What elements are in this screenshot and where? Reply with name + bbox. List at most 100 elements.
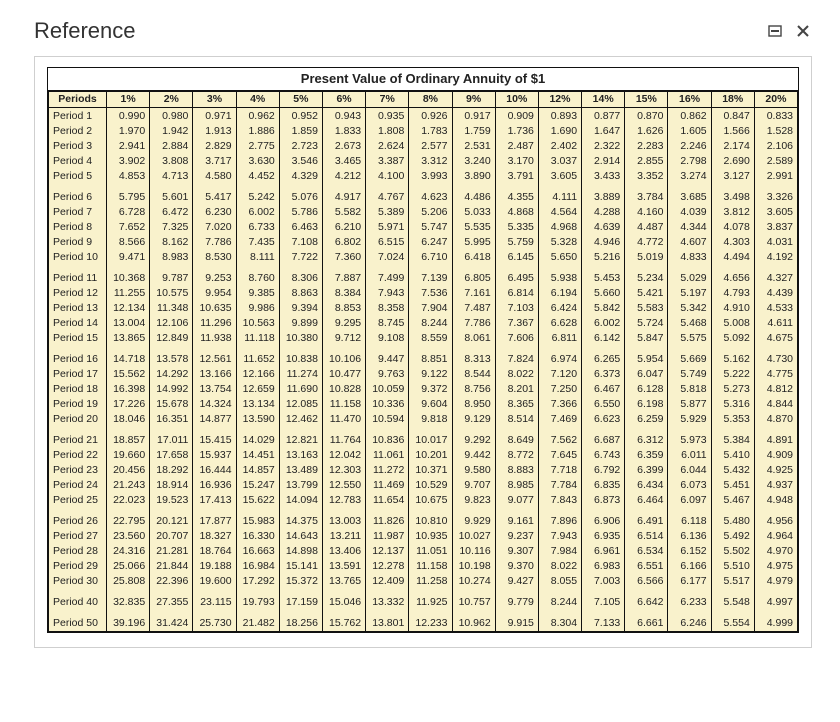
value-cell: 9.161 — [495, 514, 538, 529]
value-cell: 9.295 — [322, 316, 365, 331]
value-cell: 5.929 — [668, 412, 711, 427]
value-cell: 6.399 — [625, 463, 668, 478]
value-cell: 19.523 — [150, 493, 193, 508]
value-cell: 14.324 — [193, 397, 236, 412]
value-cell: 5.842 — [582, 301, 625, 316]
value-cell: 6.974 — [538, 352, 581, 367]
value-cell: 11.470 — [322, 412, 365, 427]
value-cell: 9.580 — [452, 463, 495, 478]
value-cell: 6.687 — [582, 433, 625, 448]
value-cell: 16.398 — [107, 382, 150, 397]
value-cell: 8.244 — [538, 595, 581, 610]
value-cell: 5.222 — [711, 367, 754, 382]
value-cell: 15.046 — [322, 595, 365, 610]
value-cell: 1.913 — [193, 124, 236, 139]
value-cell: 0.833 — [754, 108, 797, 125]
value-cell: 4.937 — [754, 478, 797, 493]
value-cell: 4.639 — [582, 220, 625, 235]
value-cell: 13.865 — [107, 331, 150, 346]
table-row: Period 2723.56020.70718.32716.33014.6431… — [49, 529, 798, 544]
value-cell: 13.163 — [279, 448, 322, 463]
value-cell: 7.843 — [538, 493, 581, 508]
value-cell: 4.327 — [754, 271, 797, 286]
value-cell: 4.968 — [538, 220, 581, 235]
value-cell: 3.791 — [495, 169, 538, 184]
value-cell: 10.635 — [193, 301, 236, 316]
value-cell: 6.230 — [193, 205, 236, 220]
value-cell: 3.605 — [754, 205, 797, 220]
minimize-icon[interactable] — [766, 22, 784, 40]
value-cell: 2.624 — [366, 139, 409, 154]
value-cell: 5.954 — [625, 352, 668, 367]
value-cell: 6.177 — [668, 574, 711, 589]
value-cell: 3.326 — [754, 190, 797, 205]
value-cell: 7.325 — [150, 220, 193, 235]
value-cell: 17.658 — [150, 448, 193, 463]
value-cell: 5.601 — [150, 190, 193, 205]
period-cell: Period 4 — [49, 154, 107, 169]
value-cell: 15.937 — [193, 448, 236, 463]
value-cell: 6.073 — [668, 478, 711, 493]
value-cell: 7.887 — [322, 271, 365, 286]
value-cell: 9.129 — [452, 412, 495, 427]
value-cell: 2.246 — [668, 139, 711, 154]
value-cell: 12.134 — [107, 301, 150, 316]
value-cell: 10.836 — [366, 433, 409, 448]
rate-header: 12% — [538, 92, 581, 108]
value-cell: 12.233 — [409, 616, 452, 632]
value-cell: 2.402 — [538, 139, 581, 154]
value-cell: 5.033 — [452, 205, 495, 220]
value-cell: 6.495 — [495, 271, 538, 286]
value-cell: 6.118 — [668, 514, 711, 529]
rate-header: 2% — [150, 92, 193, 108]
value-cell: 15.622 — [236, 493, 279, 508]
value-cell: 6.628 — [538, 316, 581, 331]
value-cell: 10.198 — [452, 559, 495, 574]
value-cell: 8.304 — [538, 616, 581, 632]
value-cell: 5.353 — [711, 412, 754, 427]
value-cell: 4.355 — [495, 190, 538, 205]
value-cell: 12.550 — [322, 478, 365, 493]
value-cell: 18.046 — [107, 412, 150, 427]
value-cell: 4.767 — [366, 190, 409, 205]
value-cell: 3.240 — [452, 154, 495, 169]
value-cell: 4.288 — [582, 205, 625, 220]
value-cell: 6.983 — [582, 559, 625, 574]
value-cell: 15.562 — [107, 367, 150, 382]
value-cell: 6.047 — [625, 367, 668, 382]
rate-header: 3% — [193, 92, 236, 108]
value-cell: 3.993 — [409, 169, 452, 184]
period-cell: Period 10 — [49, 250, 107, 265]
value-cell: 3.465 — [322, 154, 365, 169]
value-cell: 5.432 — [711, 463, 754, 478]
value-cell: 5.583 — [625, 301, 668, 316]
value-cell: 3.274 — [668, 169, 711, 184]
value-cell: 6.661 — [625, 616, 668, 632]
value-cell: 5.660 — [582, 286, 625, 301]
value-cell: 17.159 — [279, 595, 322, 610]
table-row: Period 32.9412.8842.8292.7752.7232.6732.… — [49, 139, 798, 154]
value-cell: 10.059 — [366, 382, 409, 397]
value-cell: 0.917 — [452, 108, 495, 125]
value-cell: 2.855 — [625, 154, 668, 169]
value-cell: 5.242 — [236, 190, 279, 205]
close-icon[interactable] — [794, 22, 812, 40]
value-cell: 10.336 — [366, 397, 409, 412]
value-cell: 6.097 — [668, 493, 711, 508]
value-cell: 18.292 — [150, 463, 193, 478]
panel: Present Value of Ordinary Annuity of $1 … — [34, 56, 812, 648]
table-row: Period 1211.25510.5759.9549.3858.8638.38… — [49, 286, 798, 301]
value-cell: 8.022 — [538, 559, 581, 574]
value-cell: 19.793 — [236, 595, 279, 610]
value-cell: 8.313 — [452, 352, 495, 367]
value-cell: 5.467 — [711, 493, 754, 508]
value-cell: 5.389 — [366, 205, 409, 220]
value-cell: 7.366 — [538, 397, 581, 412]
value-cell: 4.452 — [236, 169, 279, 184]
value-cell: 6.233 — [668, 595, 711, 610]
value-cell: 7.784 — [538, 478, 581, 493]
value-cell: 1.647 — [582, 124, 625, 139]
value-cell: 21.281 — [150, 544, 193, 559]
value-cell: 11.469 — [366, 478, 409, 493]
value-cell: 7.943 — [366, 286, 409, 301]
